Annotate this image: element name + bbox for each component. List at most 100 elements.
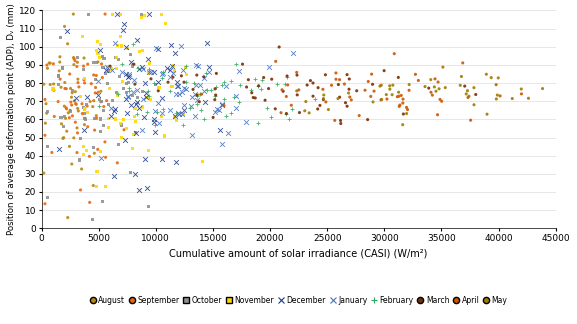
- Point: [170, 68, 179, 74]
- Point: [80, 80, 89, 86]
- Point: [138, 66, 148, 72]
- Point: [167, 84, 176, 89]
- Point: [282, 94, 291, 99]
- Point: [186, 104, 196, 109]
- Point: [166, 88, 175, 94]
- Point: [331, 70, 340, 75]
- Point: [168, 63, 177, 68]
- Point: [302, 82, 312, 87]
- Point: [171, 91, 181, 97]
- Point: [106, 64, 115, 69]
- Point: [395, 104, 404, 109]
- Point: [126, 52, 135, 57]
- Point: [68, 87, 77, 93]
- Point: [436, 97, 445, 102]
- Point: [92, 48, 101, 53]
- Point: [158, 156, 167, 162]
- Point: [197, 108, 206, 113]
- Point: [122, 110, 132, 116]
- Point: [281, 81, 290, 87]
- Point: [134, 106, 143, 111]
- Point: [347, 97, 356, 102]
- Point: [92, 113, 101, 118]
- Point: [151, 109, 160, 114]
- Point: [101, 184, 110, 189]
- Point: [206, 87, 215, 93]
- Point: [63, 28, 72, 33]
- Point: [132, 99, 141, 105]
- Point: [469, 85, 478, 90]
- Point: [368, 99, 377, 105]
- Point: [147, 76, 156, 81]
- Point: [83, 103, 92, 109]
- Point: [114, 142, 123, 147]
- Point: [128, 89, 137, 94]
- Point: [399, 111, 408, 117]
- Point: [89, 72, 98, 77]
- Point: [334, 96, 343, 101]
- Point: [74, 84, 84, 89]
- Point: [69, 135, 78, 141]
- Point: [460, 84, 469, 89]
- Point: [128, 93, 137, 98]
- Point: [168, 71, 177, 76]
- Point: [340, 81, 349, 87]
- Point: [190, 113, 199, 119]
- Point: [131, 119, 140, 124]
- Point: [74, 157, 84, 163]
- Point: [217, 82, 226, 87]
- Point: [124, 79, 133, 85]
- Point: [188, 132, 197, 137]
- Point: [124, 72, 133, 77]
- Point: [211, 86, 220, 91]
- Point: [162, 65, 171, 70]
- Point: [58, 65, 68, 70]
- Point: [383, 97, 392, 102]
- Point: [41, 121, 50, 126]
- Point: [62, 105, 71, 110]
- Point: [202, 40, 211, 45]
- Point: [393, 94, 402, 99]
- Point: [210, 110, 219, 115]
- Point: [398, 122, 407, 127]
- Point: [166, 107, 175, 112]
- Point: [279, 89, 288, 94]
- Point: [310, 96, 320, 101]
- Point: [421, 84, 430, 89]
- Point: [95, 55, 104, 60]
- Point: [457, 74, 466, 79]
- Point: [128, 41, 137, 47]
- Point: [55, 76, 65, 82]
- Point: [92, 184, 102, 189]
- Point: [149, 70, 159, 75]
- Point: [260, 98, 269, 103]
- Point: [189, 87, 198, 92]
- Point: [144, 147, 153, 153]
- Point: [396, 93, 406, 98]
- Point: [293, 73, 302, 78]
- Point: [77, 101, 87, 106]
- Point: [166, 67, 175, 72]
- Point: [142, 110, 151, 115]
- Point: [220, 97, 229, 102]
- Point: [492, 96, 501, 101]
- Point: [282, 111, 291, 117]
- Point: [133, 111, 142, 117]
- Point: [222, 84, 231, 89]
- Point: [81, 117, 90, 122]
- Point: [178, 89, 187, 95]
- Point: [193, 64, 203, 69]
- Point: [58, 136, 68, 141]
- Point: [153, 46, 163, 52]
- Point: [132, 101, 141, 107]
- Point: [160, 133, 169, 139]
- Point: [110, 40, 119, 45]
- Point: [69, 11, 78, 17]
- Point: [508, 96, 517, 101]
- Point: [288, 107, 297, 112]
- Point: [493, 92, 502, 98]
- Point: [59, 123, 68, 129]
- Point: [344, 76, 354, 82]
- Point: [69, 55, 78, 60]
- Point: [71, 101, 80, 106]
